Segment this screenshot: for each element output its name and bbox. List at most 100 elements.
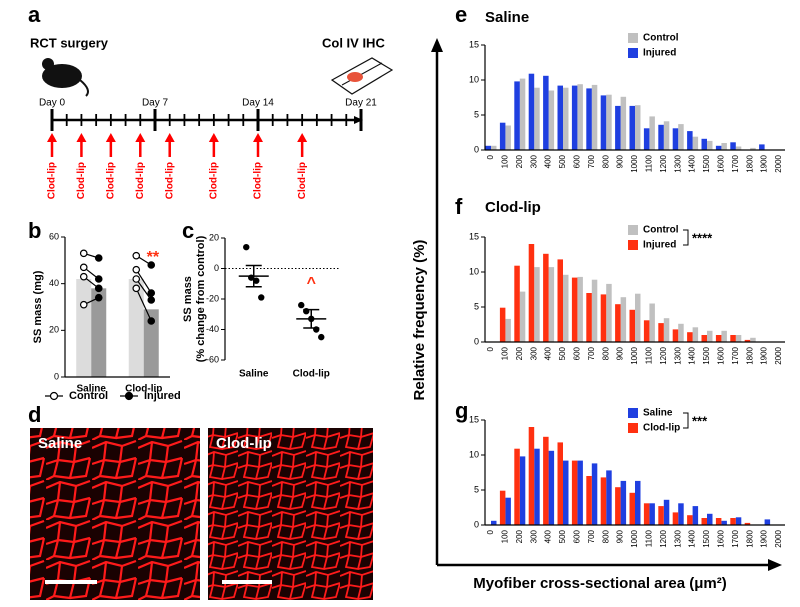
legend-swatch: [628, 33, 638, 43]
x-tick-label: 1600: [717, 529, 726, 547]
mouse-icon: [42, 58, 89, 97]
injection-label: Clod-lip: [297, 162, 308, 199]
x-tick-label: 600: [573, 529, 582, 543]
bar: [128, 279, 144, 377]
x-tick-label: 1300: [673, 346, 682, 364]
legend-label: Injured: [144, 390, 181, 402]
legend-swatch: [628, 240, 638, 250]
bar: [499, 490, 506, 525]
bar: [721, 520, 727, 525]
bar: [586, 476, 592, 525]
x-tick-label: 1700: [731, 346, 740, 364]
bar: [563, 274, 569, 342]
bar: [514, 81, 520, 150]
data-point: [253, 277, 260, 284]
panel-label: c: [182, 218, 194, 243]
bar: [663, 499, 670, 525]
x-tick-label: Clod-lip: [125, 384, 162, 395]
micrograph: [208, 428, 373, 600]
panel-label: f: [455, 194, 463, 219]
bar: [606, 283, 612, 342]
bar: [707, 140, 713, 150]
panel-label: g: [455, 398, 468, 423]
data-point: [94, 293, 103, 302]
data-point: [94, 275, 103, 283]
y-tick-label: 15: [469, 414, 479, 424]
x-tick-label: 2000: [774, 346, 783, 364]
day-label: Day 7: [142, 98, 169, 109]
x-tick-label: 300: [529, 346, 538, 360]
bar: [548, 450, 555, 525]
bar: [707, 330, 713, 342]
y-tick-label: 5: [474, 301, 479, 311]
legend-swatch: [628, 423, 638, 433]
panel-label: e: [455, 2, 467, 27]
bar: [643, 320, 650, 342]
y-tick-label: 10: [469, 74, 479, 84]
day-label: Day 21: [345, 98, 377, 109]
y-tick-label: 20: [209, 232, 219, 242]
legend-label: Injured: [643, 240, 676, 251]
y-tick-label: 0: [474, 144, 479, 154]
x-tick-label: 700: [587, 529, 596, 543]
chart-title: Clod-lip: [485, 199, 541, 216]
x-tick-label: 1400: [688, 529, 697, 547]
slide-icon: [330, 57, 394, 95]
x-tick-label: 1000: [630, 154, 639, 172]
x-tick-label: 1200: [659, 346, 668, 364]
x-tick-label: 200: [515, 154, 524, 168]
y-tick-label: 15: [469, 231, 479, 241]
bar: [715, 145, 722, 150]
bar: [658, 124, 664, 150]
bar: [557, 259, 563, 342]
data-point: [79, 249, 88, 258]
x-tick-label: 1800: [745, 154, 754, 172]
y-tick-label: 15: [469, 39, 479, 49]
arrowhead: [768, 559, 782, 571]
data-point: [79, 272, 88, 281]
bar: [491, 520, 497, 525]
bar: [91, 288, 107, 377]
bar: [759, 144, 765, 150]
data-point: [132, 265, 141, 274]
bar: [600, 477, 607, 525]
bar: [701, 518, 707, 525]
x-tick-label: 400: [544, 346, 553, 360]
x-tick-label: 400: [544, 154, 553, 168]
x-tick-label: 1100: [645, 529, 654, 547]
pair-line: [135, 269, 152, 294]
bar: [519, 456, 526, 525]
bar: [672, 329, 679, 342]
x-tick-label: 600: [573, 346, 582, 360]
x-tick-label: 800: [601, 346, 610, 360]
y-label: (% change from control): [195, 235, 207, 362]
bar: [649, 116, 655, 150]
y-label: SS mass: [182, 276, 194, 322]
bar: [591, 279, 598, 342]
bar: [543, 253, 549, 342]
annotation: ^: [307, 275, 316, 292]
injection-arrowhead: [47, 133, 57, 142]
y-tick-label: 0: [54, 371, 59, 381]
timeline-end-title: Col IV IHC: [322, 35, 385, 50]
bar: [678, 124, 684, 150]
data-point: [94, 254, 103, 262]
x-tick-label: 1200: [659, 529, 668, 547]
bar: [750, 337, 756, 342]
x-tick-label: 100: [501, 154, 510, 168]
bar: [528, 427, 535, 525]
bar: [707, 513, 713, 525]
bar: [571, 460, 578, 525]
bar: [620, 96, 627, 150]
x-tick-label: 1000: [630, 529, 639, 547]
data-point: [132, 275, 141, 283]
y-tick-label: 60: [49, 231, 59, 241]
bar: [534, 267, 540, 342]
x-tick-label: 1500: [702, 529, 711, 547]
x-tick-label: 1500: [702, 154, 711, 172]
x-tick-label: 700: [587, 346, 596, 360]
bar: [649, 303, 655, 342]
bar: [692, 136, 699, 150]
x-tick-label: 1300: [673, 154, 682, 172]
x-tick-label: Saline: [77, 384, 107, 395]
